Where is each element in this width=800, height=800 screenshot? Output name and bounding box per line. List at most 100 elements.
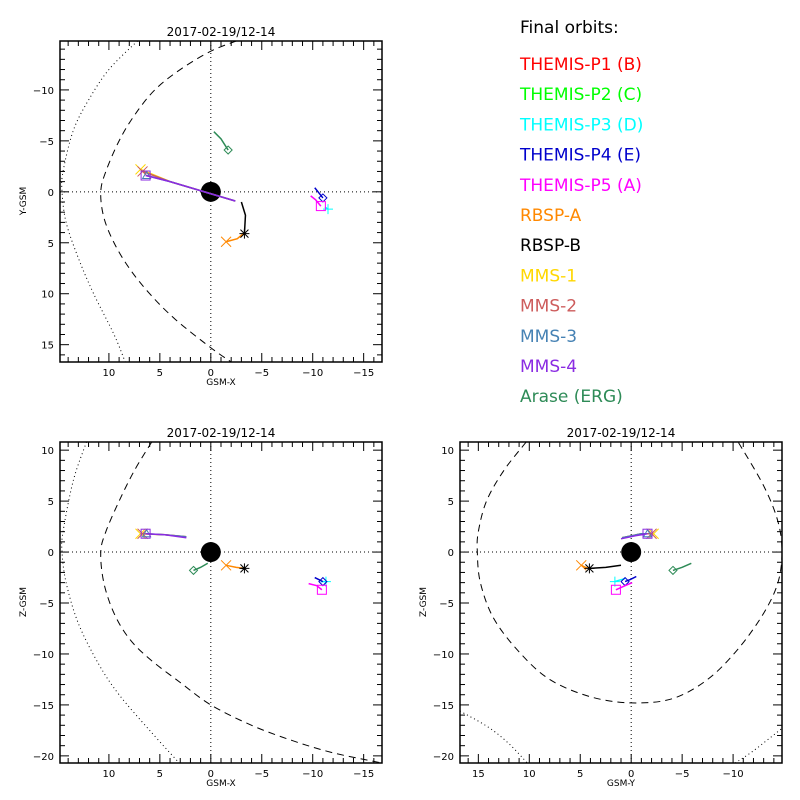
y-tick-label: 15 (41, 341, 54, 352)
plot-area (460, 442, 782, 763)
x-tick-label: 5 (157, 368, 163, 379)
legend: Final orbits: THEMIS-P1 (B) THEMIS-P2 (C)… (519, 18, 643, 407)
y-tick-label: −20 (433, 752, 454, 763)
x-tick-label: 5 (157, 769, 163, 780)
x-axis-label: GSM-X (206, 779, 235, 789)
end-marker-square (316, 584, 327, 595)
orbit-track (615, 581, 633, 591)
orbit-series (220, 233, 244, 248)
x-tick-label: −5 (254, 769, 269, 780)
end-marker-square (140, 528, 151, 539)
end-marker-triangle (141, 170, 152, 180)
x-tick-label: −5 (675, 769, 690, 780)
bow-shock-boundary (61, 442, 180, 763)
end-marker-diamond (188, 565, 199, 576)
legend-item: MMS-4 (520, 357, 577, 377)
y-axis-label: Z-GSM (19, 587, 29, 617)
orbit-series (239, 563, 250, 574)
x-tick-label: −5 (254, 368, 269, 379)
orbit-track (225, 233, 244, 243)
plot-area (60, 442, 382, 763)
end-marker-diamond (668, 565, 678, 576)
orbit-series (610, 581, 633, 595)
y-tick-label: 0 (448, 548, 454, 559)
legend-item: THEMIS-P1 (B) (519, 55, 642, 75)
orbit-series (140, 528, 187, 539)
y-tick-label: −10 (433, 650, 454, 661)
legend-item: RBSP-A (520, 206, 582, 226)
legend-item: THEMIS-P4 (E) (519, 146, 641, 166)
panel-title: 2017-02-19/12-14 (167, 25, 276, 39)
y-tick-label: −5 (39, 137, 54, 148)
bow-shock-boundary (734, 727, 782, 763)
orbit-series (584, 563, 622, 574)
end-marker-square (140, 170, 151, 181)
x-tick-label: 10 (103, 368, 116, 379)
x-axis-label: GSM-X (206, 378, 235, 388)
orbit-track (589, 564, 622, 570)
panel-yz-plane: 2017-02-19/12-14 GSM-Y Z-GSM 15 10 5 0 −5 −10… (419, 426, 783, 789)
y-tick-label: −5 (439, 599, 454, 610)
orbit-track (314, 576, 324, 583)
earth-marker (200, 542, 221, 563)
y-tick-label: −20 (33, 752, 54, 763)
x-tick-label: −15 (353, 769, 374, 780)
y-tick-label: 0 (48, 188, 54, 199)
orbit-track (310, 195, 322, 207)
y-tick-label: 10 (41, 446, 54, 457)
end-marker-asterisk (239, 563, 250, 574)
end-marker-plus (322, 204, 333, 215)
end-marker-asterisk (584, 563, 595, 574)
panel-xy-plane: 2017-02-19/12-14 GSM-X Y-GSM 10 5 0 −5 −10 −1… (19, 25, 383, 388)
orbit-track (314, 187, 324, 199)
y-tick-label: 10 (41, 290, 54, 301)
end-marker-x (220, 236, 232, 248)
y-tick-label: −5 (39, 599, 54, 610)
orbit-series (668, 562, 692, 576)
orbit-series (239, 201, 250, 239)
legend-item: MMS-1 (520, 266, 577, 286)
orbit-track (145, 532, 187, 539)
end-marker-triangle (642, 528, 653, 538)
orbit-series (140, 170, 236, 202)
end-marker-square (315, 201, 326, 212)
y-tick-label: −10 (33, 86, 54, 97)
orbit-series (308, 582, 327, 595)
orbit-track (308, 582, 323, 591)
x-tick-label: 0 (208, 368, 214, 379)
legend-item: MMS-2 (520, 297, 577, 317)
legend-item: Arase (ERG) (520, 387, 623, 407)
orbit-track (240, 201, 247, 234)
x-tick-label: −10 (302, 769, 323, 780)
orbit-track (145, 174, 236, 202)
legend-item: THEMIS-P5 (A) (519, 176, 642, 196)
plot-area (60, 41, 382, 362)
y-tick-label: 5 (48, 497, 54, 508)
x-tick-label: 10 (103, 769, 116, 780)
legend-item: THEMIS-P3 (D) (519, 115, 643, 135)
end-marker-x (220, 559, 232, 571)
x-tick-label: −10 (723, 769, 744, 780)
panel-title: 2017-02-19/12-14 (167, 426, 276, 440)
legend-title: Final orbits: (520, 18, 619, 38)
x-tick-label: −15 (353, 368, 374, 379)
legend-item: RBSP-B (520, 236, 581, 256)
end-marker-square (642, 528, 653, 539)
end-marker-diamond (223, 145, 233, 155)
legend-item: MMS-3 (520, 327, 577, 347)
y-tick-label: −10 (33, 650, 54, 661)
x-axis-label: GSM-Y (607, 779, 636, 789)
orbit-series (620, 528, 653, 540)
legend-item: THEMIS-P2 (C) (519, 85, 642, 105)
x-tick-label: 5 (577, 769, 583, 780)
y-tick-label: 10 (441, 446, 454, 457)
magnetopause-boundary (100, 442, 382, 763)
orbit-series (213, 131, 233, 155)
earth-marker (200, 181, 221, 202)
y-tick-label: 5 (48, 239, 54, 250)
y-tick-label: −15 (433, 701, 454, 712)
y-axis-label: Z-GSM (419, 587, 429, 617)
y-tick-label: 5 (448, 497, 454, 508)
y-axis-label: Y-GSM (19, 187, 29, 216)
x-tick-label: 0 (208, 769, 214, 780)
